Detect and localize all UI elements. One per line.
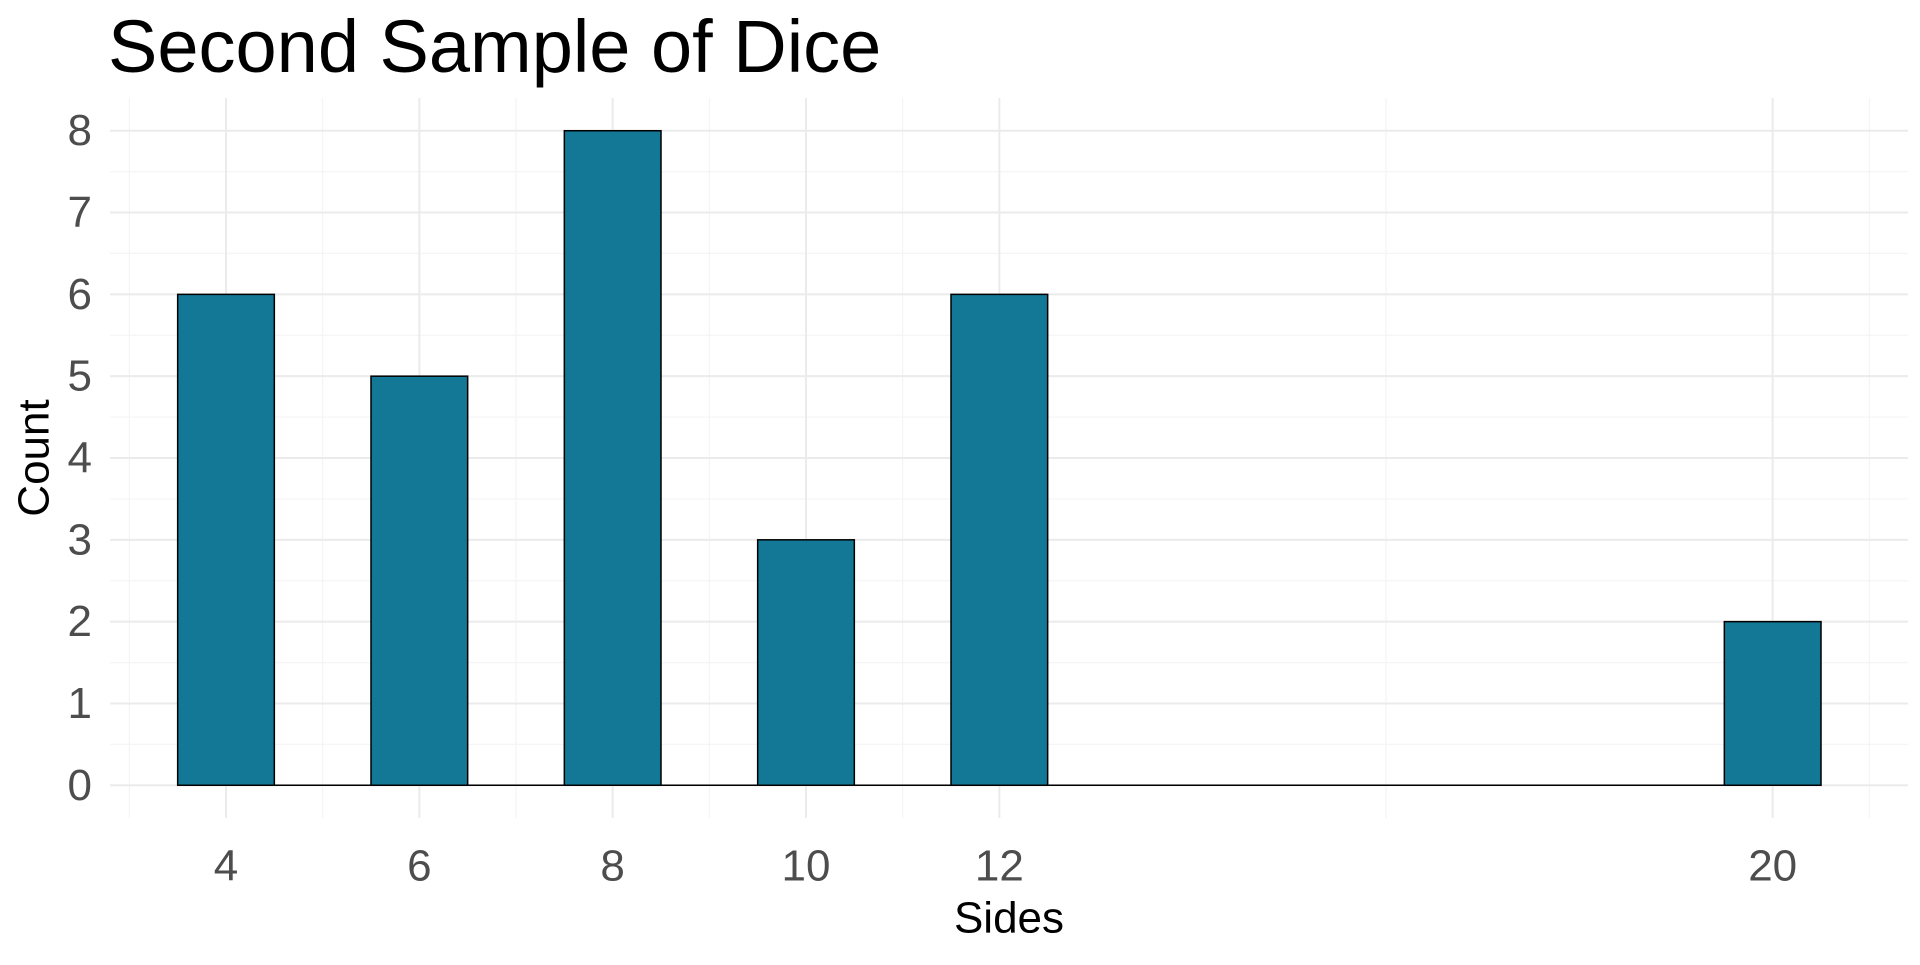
x-tick-label: 8 <box>600 842 624 891</box>
y-tick-label: 4 <box>68 434 92 483</box>
x-axis-title: Sides <box>954 894 1064 943</box>
x-tick-label: 10 <box>782 842 831 891</box>
x-tick-label: 12 <box>975 842 1024 891</box>
x-tick-label: 6 <box>407 842 431 891</box>
y-tick-label: 7 <box>68 188 92 237</box>
bar-sides-8 <box>563 129 662 787</box>
bar-sides-4 <box>176 293 276 787</box>
y-tick-label: 5 <box>68 352 92 401</box>
bar-sides-20 <box>1723 620 1822 787</box>
x-tick-label: 20 <box>1748 842 1797 891</box>
y-tick-label: 3 <box>68 515 92 564</box>
bar-sides-10 <box>756 539 856 787</box>
y-tick-label: 6 <box>68 270 92 319</box>
bar-sides-12 <box>950 293 1049 787</box>
y-tick-label: 8 <box>68 106 92 155</box>
bar-sides-6 <box>370 375 469 787</box>
y-tick-label: 1 <box>68 679 92 728</box>
y-axis-title: Count <box>10 399 59 516</box>
x-tick-label: 4 <box>214 842 238 891</box>
chart-title: Second Sample of Dice <box>108 5 882 88</box>
y-tick-label: 2 <box>68 597 92 646</box>
y-tick-label: 0 <box>68 761 92 810</box>
